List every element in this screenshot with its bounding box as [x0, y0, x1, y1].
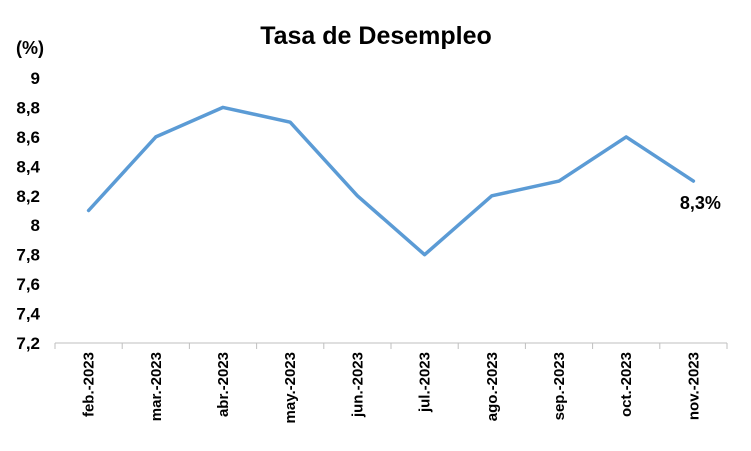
x-tick-label: jul.-2023: [417, 352, 434, 413]
data-label: 8,3%: [680, 193, 721, 213]
x-tick-label: jun.-2023: [349, 352, 366, 418]
x-tick-label: mar.-2023: [148, 352, 165, 421]
x-tick-label: feb.-2023: [81, 352, 98, 417]
y-tick-label: 8: [31, 216, 40, 235]
y-tick-label: 9: [31, 69, 40, 88]
y-tick-label: 7,8: [16, 246, 40, 265]
y-tick-label: 7,2: [16, 334, 40, 353]
axes: [54, 342, 728, 349]
y-tick-label: 8,4: [16, 157, 40, 176]
y-tick-label: 7,6: [16, 275, 40, 294]
y-axis-ticks: 9 8,8 8,6 8,4 8,2 8 7,8 7,6 7,4 7,2: [16, 69, 40, 353]
x-tick-label: may.-2023: [282, 352, 299, 423]
x-tick-label: nov.-2023: [685, 352, 702, 420]
x-tick-label: oct.-2023: [618, 352, 635, 417]
y-tick-label: 7,4: [16, 305, 40, 324]
annotation-group: 8,3%: [680, 193, 721, 213]
x-tick-label: sep.-2023: [551, 352, 568, 420]
y-axis-unit-label: (%): [16, 38, 44, 58]
x-tick-label: abr.-2023: [215, 352, 232, 417]
y-tick-label: 8,6: [16, 128, 40, 147]
series-group: [86, 105, 696, 257]
y-tick-label: 8,8: [16, 98, 40, 117]
x-tick-label: ago.-2023: [484, 352, 501, 421]
y-tick-label: 8,2: [16, 187, 40, 206]
series-line: [86, 105, 696, 257]
x-axis-ticks: feb.-2023 mar.-2023 abr.-2023 may.-2023 jun.…: [81, 352, 703, 423]
chart-title: Tasa de Desempleo: [260, 22, 492, 50]
